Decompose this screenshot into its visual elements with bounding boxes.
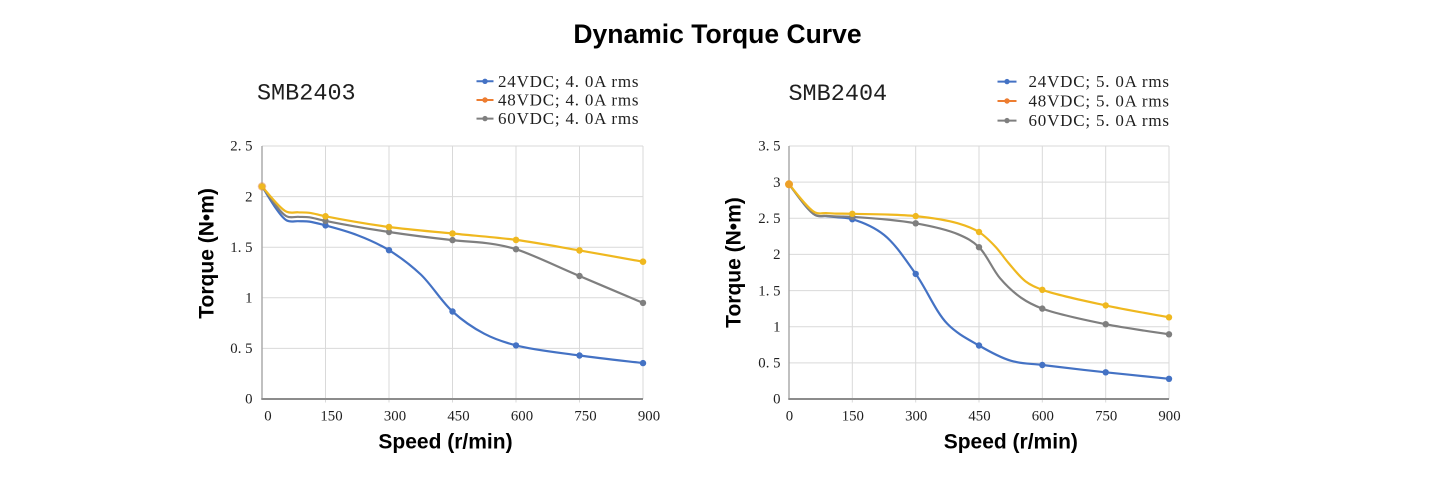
svg-text:0. 5: 0. 5 bbox=[758, 356, 780, 372]
svg-text:0: 0 bbox=[773, 392, 780, 408]
svg-text:24VDC; 5. 0A rms: 24VDC; 5. 0A rms bbox=[1029, 72, 1170, 91]
svg-text:450: 450 bbox=[968, 409, 990, 425]
svg-text:Speed (r/min): Speed (r/min) bbox=[944, 431, 1078, 454]
svg-text:1. 5: 1. 5 bbox=[230, 240, 252, 256]
svg-text:0: 0 bbox=[786, 409, 793, 425]
svg-text:1. 5: 1. 5 bbox=[758, 283, 780, 299]
svg-text:3. 5: 3. 5 bbox=[758, 139, 780, 155]
svg-text:SMB2404: SMB2404 bbox=[788, 81, 887, 108]
svg-text:24VDC; 4. 0A rms: 24VDC; 4. 0A rms bbox=[498, 72, 639, 91]
svg-text:60VDC; 5. 0A rms: 60VDC; 5. 0A rms bbox=[1029, 111, 1170, 130]
svg-text:3: 3 bbox=[773, 175, 780, 191]
svg-text:Speed (r/min): Speed (r/min) bbox=[378, 431, 512, 454]
svg-text:1: 1 bbox=[245, 291, 252, 307]
svg-text:48VDC; 4. 0A rms: 48VDC; 4. 0A rms bbox=[498, 91, 639, 110]
svg-text:300: 300 bbox=[905, 409, 927, 425]
svg-text:0: 0 bbox=[264, 409, 271, 425]
svg-text:SMB2403: SMB2403 bbox=[257, 81, 356, 108]
svg-text:750: 750 bbox=[1095, 409, 1117, 425]
svg-text:0. 5: 0. 5 bbox=[230, 341, 252, 357]
svg-text:2: 2 bbox=[773, 247, 780, 263]
svg-text:48VDC; 5. 0A rms: 48VDC; 5. 0A rms bbox=[1029, 92, 1170, 111]
svg-text:600: 600 bbox=[511, 409, 533, 425]
svg-text:450: 450 bbox=[447, 409, 469, 425]
svg-text:750: 750 bbox=[574, 409, 596, 425]
svg-text:900: 900 bbox=[638, 409, 660, 425]
svg-text:900: 900 bbox=[1158, 409, 1180, 425]
svg-text:2. 5: 2. 5 bbox=[758, 211, 780, 227]
svg-text:2: 2 bbox=[245, 189, 252, 205]
svg-text:150: 150 bbox=[842, 409, 864, 425]
svg-text:150: 150 bbox=[320, 409, 342, 425]
svg-text:600: 600 bbox=[1032, 409, 1054, 425]
svg-text:Dynamic Torque Curve: Dynamic Torque Curve bbox=[573, 19, 861, 49]
svg-text:60VDC; 4. 0A rms: 60VDC; 4. 0A rms bbox=[498, 109, 639, 128]
svg-text:2. 5: 2. 5 bbox=[230, 139, 252, 155]
svg-text:0: 0 bbox=[245, 392, 252, 408]
svg-text:Torque (N•m): Torque (N•m) bbox=[196, 188, 219, 319]
svg-text:300: 300 bbox=[384, 409, 406, 425]
svg-text:1: 1 bbox=[773, 319, 780, 335]
svg-text:Torque (N•m): Torque (N•m) bbox=[723, 197, 746, 328]
